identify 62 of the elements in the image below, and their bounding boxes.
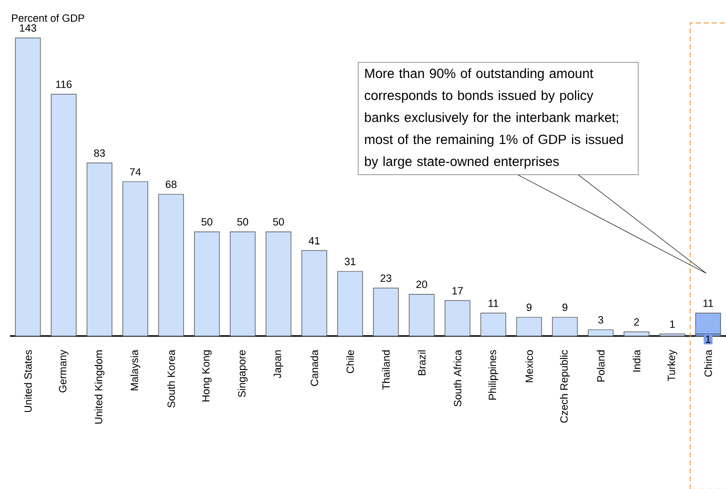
x-tick-label: South Korea xyxy=(167,350,175,408)
bar xyxy=(624,332,650,336)
x-tick-label: Chile xyxy=(346,350,354,374)
bar xyxy=(660,334,686,336)
x-tick-label: Canada xyxy=(310,350,318,386)
total-label: 143 xyxy=(20,24,36,32)
total-label: 31 xyxy=(344,258,356,266)
bar xyxy=(337,271,363,336)
x-tick-label: United States xyxy=(24,350,32,412)
total-label: 17 xyxy=(452,287,463,294)
total-label: 11 xyxy=(488,300,498,307)
bar xyxy=(408,294,435,336)
x-tick-label: India xyxy=(632,350,640,372)
total-label: 1 xyxy=(670,320,675,328)
total-label: 9 xyxy=(562,304,568,312)
total-label: 20 xyxy=(416,280,428,288)
annotation: More than 90% of outstanding amount corresponds to bonds issued by policy banks exclusively for the interbank market; most of the remaining 1% of GDP is issued by large state-owned enterprises xyxy=(364,68,623,169)
bar xyxy=(15,38,41,336)
bar xyxy=(230,231,256,336)
total-label: 50 xyxy=(237,218,248,226)
x-tick-label: South Africa xyxy=(454,350,462,406)
x-tick-label: Hong Kong xyxy=(202,350,212,402)
total-label: 2 xyxy=(634,318,639,326)
x-tick-label: China xyxy=(704,350,712,377)
total-label: 41 xyxy=(308,237,320,244)
total-label: 9 xyxy=(526,304,532,312)
bar xyxy=(444,300,470,336)
bar xyxy=(194,231,220,336)
data-label: 1 xyxy=(706,336,711,343)
total-label: 11 xyxy=(703,300,714,307)
bar xyxy=(552,316,578,336)
x-tick-label: Philippines xyxy=(488,350,498,400)
bar xyxy=(373,288,399,336)
bar xyxy=(480,312,506,336)
x-tick-label: Brazil xyxy=(418,350,426,376)
bar xyxy=(588,329,614,336)
x-tick-label: Czech Republic xyxy=(560,350,570,423)
bar xyxy=(266,231,292,336)
x-tick-label: Japan xyxy=(274,350,284,378)
bar xyxy=(302,250,328,336)
total-label: 116 xyxy=(56,80,72,88)
total-label: 74 xyxy=(130,168,141,176)
x-tick-label: Singapore xyxy=(238,350,248,398)
x-tick-label: Malaysia xyxy=(130,350,140,390)
bar xyxy=(50,94,76,336)
x-tick-label: Germany xyxy=(58,350,68,392)
x-tick-label: United Kingdom xyxy=(94,350,104,424)
total-label: 23 xyxy=(380,274,392,282)
bar xyxy=(516,316,542,336)
total-label: 83 xyxy=(94,149,105,157)
x-tick-label: Turkey xyxy=(667,350,678,382)
total-label: 50 xyxy=(273,218,284,226)
total-label: 68 xyxy=(166,180,176,188)
total-label: 50 xyxy=(201,218,212,226)
x-tick-label: Poland xyxy=(596,350,605,382)
y-axis-title: Percent of GDP xyxy=(12,14,84,22)
bar xyxy=(158,194,184,336)
x-tick-label: Mexico xyxy=(525,350,533,382)
bar xyxy=(122,181,148,336)
x-tick-label: Thailand xyxy=(382,350,390,390)
total-label: 3 xyxy=(598,316,604,324)
bar xyxy=(86,162,112,336)
